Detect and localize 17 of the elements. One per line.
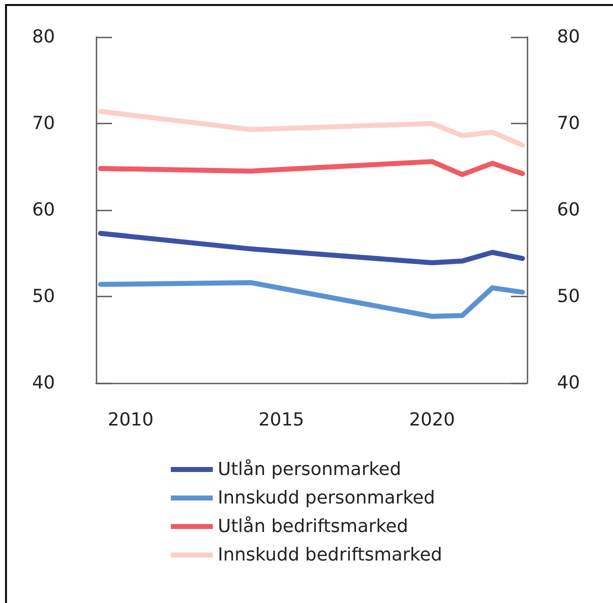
y-tick-label: 60 bbox=[32, 200, 55, 220]
y-tick-label: 70 bbox=[32, 113, 55, 134]
legend-label: Utlån personmarked bbox=[218, 459, 402, 480]
x-tick-label: 2015 bbox=[258, 410, 304, 430]
legend-label: Innskudd bedriftsmarked bbox=[218, 544, 442, 566]
y2-tick-label: 60 bbox=[557, 200, 580, 220]
legend-label: Innskudd personmarked bbox=[218, 488, 436, 508]
legend-label: Utlån bedriftsmarked bbox=[218, 516, 408, 537]
y-tick-label: 80 bbox=[32, 26, 55, 48]
y2-tick-label: 40 bbox=[557, 372, 580, 394]
y2-tick-label: 70 bbox=[557, 113, 580, 134]
x-tick-label: 2010 bbox=[108, 410, 154, 430]
y-tick-label: 50 bbox=[32, 286, 55, 307]
x-tick-label: 2020 bbox=[409, 410, 455, 430]
y2-tick-label: 80 bbox=[557, 26, 580, 48]
y2-tick-label: 50 bbox=[557, 286, 580, 307]
y-tick-label: 40 bbox=[32, 372, 55, 394]
